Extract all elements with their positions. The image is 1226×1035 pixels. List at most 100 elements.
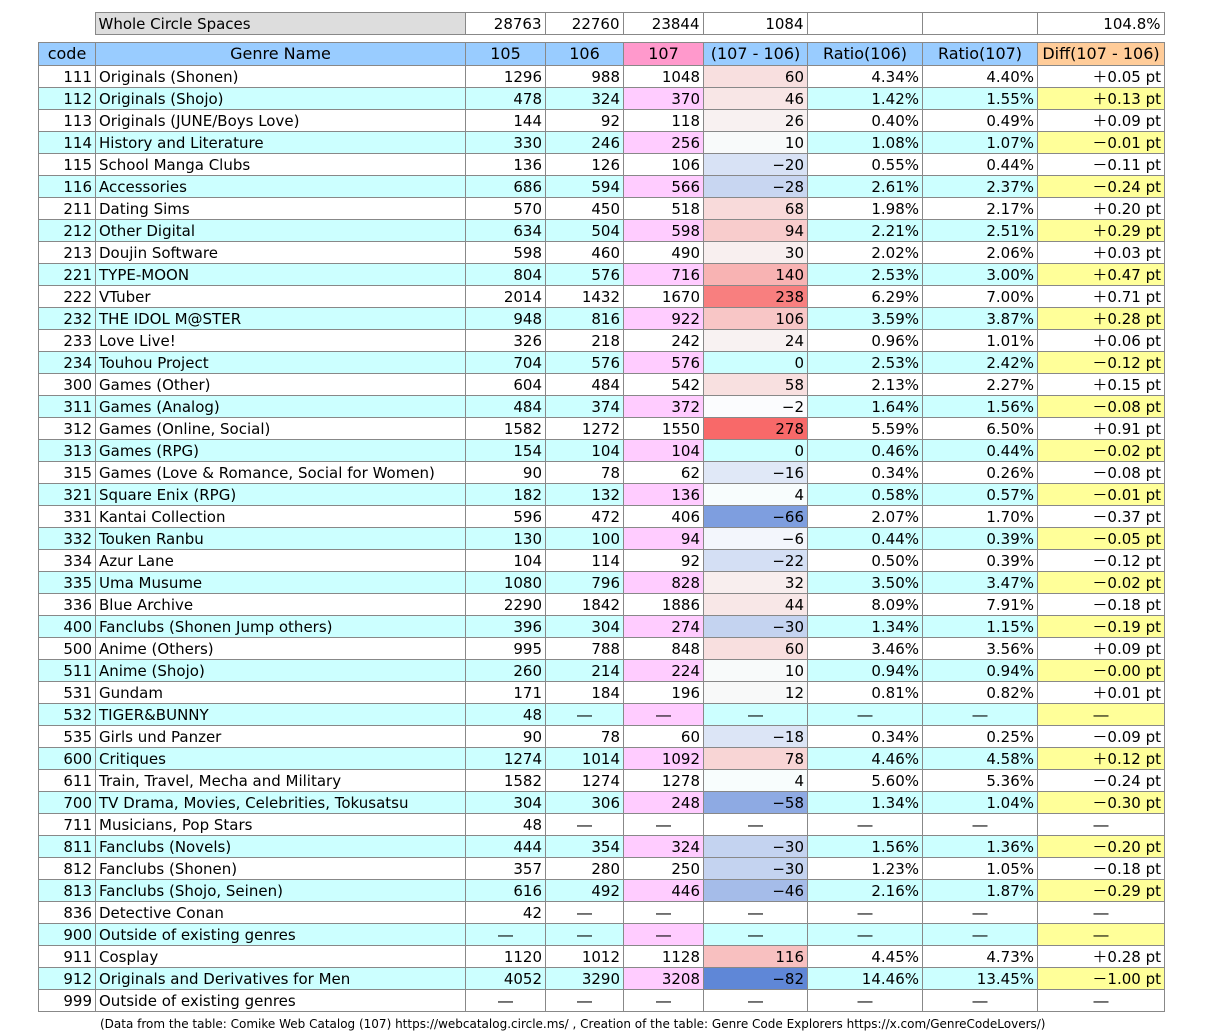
genre-name: Anime (Shojo) <box>95 659 466 682</box>
code: 111 <box>38 65 96 88</box>
summary-value: 28763 <box>464 12 546 35</box>
genre-name: Fanclubs (Shojo, Seinen) <box>95 879 466 902</box>
count-107: 136 <box>623 483 704 506</box>
count-107: 490 <box>623 241 704 264</box>
ratio-106: 5.60% <box>807 769 923 792</box>
diff-count: −66 <box>703 505 808 528</box>
genre-name: Love Live! <box>95 329 466 352</box>
diff-ratio: －0.09 pt <box>1037 725 1165 748</box>
genre-name: Azur Lane <box>95 549 466 572</box>
count-107: 92 <box>623 549 704 572</box>
count-106: 576 <box>545 263 624 286</box>
code: 116 <box>38 175 96 198</box>
diff-ratio: ＋0.09 pt <box>1037 637 1165 660</box>
genre-row: 312 Games (Online, Social) 1582 1272 1550 278… <box>38 417 1165 440</box>
summary-label: Whole Circle Spaces <box>94 12 466 35</box>
column-header: Ratio(107) <box>922 42 1038 66</box>
footer-note: (Data from the table: Comike Web Catalog… <box>100 1017 1046 1031</box>
ratio-106: 4.45% <box>807 945 923 968</box>
genre-name: Originals and Derivatives for Men <box>95 967 466 990</box>
count-106: 246 <box>545 131 624 154</box>
ratio-107: 13.45% <box>922 967 1038 990</box>
code: 335 <box>38 571 96 594</box>
code: 232 <box>38 307 96 330</box>
code: 912 <box>38 967 96 990</box>
count-106: 114 <box>545 549 624 572</box>
count-105: 1582 <box>465 769 546 792</box>
summary-value: 1084 <box>702 12 808 35</box>
count-105: 396 <box>465 615 546 638</box>
ratio-107: 6.50% <box>922 417 1038 440</box>
code: 531 <box>38 681 96 704</box>
summary-table: Whole Circle Spaces 28763 22760 23844 10… <box>38 12 1165 35</box>
ratio-107: 0.25% <box>922 725 1038 748</box>
diff-count: −22 <box>703 549 808 572</box>
code: 113 <box>38 109 96 132</box>
diff-ratio: ＋0.09 pt <box>1037 109 1165 132</box>
diff-count: 46 <box>703 87 808 110</box>
count-107: 248 <box>623 791 704 814</box>
code: 900 <box>38 923 96 946</box>
ratio-106: ― <box>807 989 923 1012</box>
ratio-106: 3.46% <box>807 637 923 660</box>
code: 535 <box>38 725 96 748</box>
diff-count: 30 <box>703 241 808 264</box>
summary-row: Whole Circle Spaces 28763 22760 23844 10… <box>38 12 1165 35</box>
genre-row: 114 History and Literature 330 246 256 10 1.08… <box>38 131 1165 154</box>
code: 332 <box>38 527 96 550</box>
genre-name: Fanclubs (Shonen Jump others) <box>95 615 466 638</box>
count-107: 324 <box>623 835 704 858</box>
column-header: code <box>38 42 96 66</box>
diff-count: 58 <box>703 373 808 396</box>
genre-name: Games (Love & Romance, Social for Women) <box>95 461 466 484</box>
genre-name: Gundam <box>95 681 466 704</box>
diff-ratio: ＋0.05 pt <box>1037 65 1165 88</box>
count-107: ― <box>623 703 704 726</box>
count-106: 1842 <box>545 593 624 616</box>
diff-ratio: ＋0.13 pt <box>1037 87 1165 110</box>
diff-count: −18 <box>703 725 808 748</box>
count-105: 304 <box>465 791 546 814</box>
ratio-106: 0.81% <box>807 681 923 704</box>
diff-ratio: －0.20 pt <box>1037 835 1165 858</box>
code: 336 <box>38 593 96 616</box>
diff-count: −2 <box>703 395 808 418</box>
diff-count: ― <box>703 923 808 946</box>
count-106: 104 <box>545 439 624 462</box>
count-107: 370 <box>623 87 704 110</box>
count-105: 616 <box>465 879 546 902</box>
count-106: 492 <box>545 879 624 902</box>
summary-value: 23844 <box>622 12 704 35</box>
code: 611 <box>38 769 96 792</box>
count-106: 126 <box>545 153 624 176</box>
genre-name: Touhou Project <box>95 351 466 374</box>
count-107: 542 <box>623 373 704 396</box>
count-105: 1080 <box>465 571 546 594</box>
genre-name: Outside of existing genres <box>95 989 466 1012</box>
ratio-106: 0.96% <box>807 329 923 352</box>
count-107: 3208 <box>623 967 704 990</box>
ratio-106: 5.59% <box>807 417 923 440</box>
ratio-106: 2.61% <box>807 175 923 198</box>
code: 321 <box>38 483 96 506</box>
code: 911 <box>38 945 96 968</box>
ratio-106: 0.34% <box>807 461 923 484</box>
code: 233 <box>38 329 96 352</box>
diff-ratio: ― <box>1037 703 1165 726</box>
count-105: 90 <box>465 461 546 484</box>
count-105: 330 <box>465 131 546 154</box>
ratio-107: 0.26% <box>922 461 1038 484</box>
count-106: 816 <box>545 307 624 330</box>
count-107: 60 <box>623 725 704 748</box>
ratio-107: 2.37% <box>922 175 1038 198</box>
ratio-106: 0.46% <box>807 439 923 462</box>
diff-ratio: ＋0.71 pt <box>1037 285 1165 308</box>
count-105: 2290 <box>465 593 546 616</box>
diff-ratio: －0.24 pt <box>1037 175 1165 198</box>
count-105: 48 <box>465 703 546 726</box>
count-106: 988 <box>545 65 624 88</box>
code: 313 <box>38 439 96 462</box>
genre-row: 116 Accessories 686 594 566 −28 2.61% 2.37% －0.2… <box>38 175 1165 198</box>
diff-count: 278 <box>703 417 808 440</box>
count-105: 182 <box>465 483 546 506</box>
